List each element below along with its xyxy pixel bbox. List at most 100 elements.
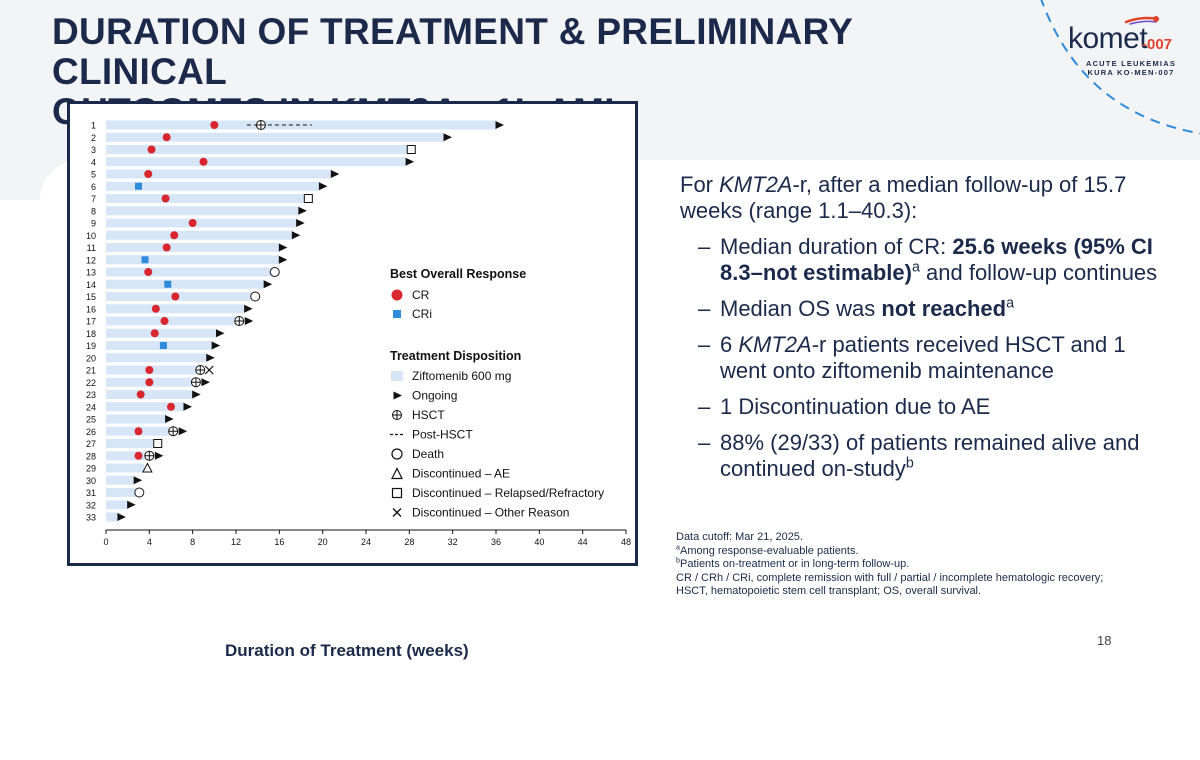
footnote-a: aAmong response-evaluable patients. xyxy=(676,542,859,557)
patient-31-label: 31 xyxy=(86,488,96,498)
patient-31-bar xyxy=(106,488,137,497)
patient-3-relapsed-icon xyxy=(406,145,416,154)
patient-23-label: 23 xyxy=(86,390,96,400)
patient-14-cri-marker xyxy=(164,280,172,288)
patient-23-cr-marker xyxy=(136,390,145,399)
patient-27-bar xyxy=(106,439,155,448)
summary-text: For KMT2A-r, after a median follow-up of… xyxy=(680,172,1160,492)
logo-suffix: -007 xyxy=(1142,36,1173,53)
logo-subtitle-line-2: KURA KO-MEN-007 xyxy=(1087,68,1175,77)
patient-23-bar xyxy=(106,390,193,399)
patient-13-cr-marker xyxy=(144,268,153,276)
patient-31-death-icon xyxy=(134,487,145,498)
summary-item-cr-duration: – Median duration of CR: 25.6 weeks (95% … xyxy=(698,234,1158,285)
patient-28-cr-marker xyxy=(134,451,143,460)
title-line-1: DURATION OF TREATMENT & PRELIMINARY CLIN… xyxy=(52,11,853,92)
patient-10-label: 10 xyxy=(86,231,96,241)
x-tick-label-48: 48 xyxy=(621,537,631,547)
x-tick-label-8: 8 xyxy=(190,537,195,547)
legend-response-title: Best Overall Response xyxy=(390,267,526,281)
patient-11-cr-marker xyxy=(162,243,171,252)
patient-19-cri-marker xyxy=(159,342,167,349)
x-tick-label-24: 24 xyxy=(361,537,371,547)
patient-5-cr-marker xyxy=(144,170,153,178)
patient-12-bar xyxy=(106,255,280,265)
patient-1-label: 1 xyxy=(91,121,96,131)
logo-wordmark: komet xyxy=(1068,22,1148,55)
patient-4-bar xyxy=(106,157,407,167)
patient-4-ongoing-icon xyxy=(405,157,415,166)
comet-swoosh-icon xyxy=(1124,16,1160,25)
patient-33-label: 33 xyxy=(86,513,96,523)
patient-15-cr-marker xyxy=(171,292,180,301)
patient-19-bar xyxy=(106,341,213,350)
patient-17-label: 17 xyxy=(86,317,96,327)
patient-20-ongoing-icon xyxy=(206,353,215,362)
komet-logo: komet -007 ACUTE LEUKEMIAS KURA KO-MEN-0… xyxy=(1068,22,1188,82)
patient-25-ongoing-icon xyxy=(165,415,174,423)
patient-15-label: 15 xyxy=(86,292,96,302)
patient-27-relapsed-icon xyxy=(153,439,163,448)
patient-18-label: 18 xyxy=(86,329,96,339)
patient-25-bar xyxy=(106,414,166,424)
patient-19-label: 19 xyxy=(86,341,96,351)
patient-30-bar xyxy=(106,475,135,485)
footnote-b: bPatients on-treatment or in long-term f… xyxy=(676,556,910,570)
patient-5-label: 5 xyxy=(91,170,96,180)
patient-9-ongoing-icon xyxy=(296,219,305,227)
patient-28-label: 28 xyxy=(86,451,96,461)
summary-item-hsct: –6 KMT2A-r patients received HSCT and 1 … xyxy=(698,332,1126,383)
x-tick-label-44: 44 xyxy=(578,537,588,547)
decorative-dashed-arc xyxy=(1040,0,1200,135)
patient-8-bar xyxy=(106,206,299,216)
patient-7-cr-marker xyxy=(161,194,170,203)
patient-13-death-icon xyxy=(269,267,280,277)
patient-30-ongoing-icon xyxy=(133,476,143,485)
patient-12-label: 12 xyxy=(86,255,96,265)
patient-20-label: 20 xyxy=(86,353,96,363)
patient-6-cri-marker xyxy=(135,182,142,190)
patient-17-ongoing-icon xyxy=(244,317,254,325)
footnote-abbrev-1: CR / CRh / CRi, complete remission with … xyxy=(676,571,1104,584)
patient-18-cr-marker xyxy=(150,329,159,338)
patient-3-label: 3 xyxy=(91,145,96,155)
patient-4-cr-marker xyxy=(199,157,208,166)
patient-32-ongoing-icon xyxy=(127,500,136,509)
patient-26-label: 26 xyxy=(86,427,96,437)
patient-17-cr-marker xyxy=(160,317,169,325)
summary-item-os: – Median OS was not reacheda xyxy=(698,295,1015,321)
summary-item-discontinuation: –1 Discontinuation due to AE xyxy=(698,394,991,419)
patient-25-label: 25 xyxy=(86,415,96,425)
patient-11-label: 11 xyxy=(87,243,96,253)
legend-disc-rr-label: Discontinued – Relapsed/Refractory xyxy=(412,486,604,500)
patient-21-bar xyxy=(106,365,202,375)
patient-19-ongoing-icon xyxy=(211,341,221,350)
legend-ziftomenib-label: Ziftomenib 600 mg xyxy=(412,369,511,383)
patient-12-ongoing-icon xyxy=(278,255,288,264)
footnote-abbrev-2: HSCT, hematopoietic stem cell transplant… xyxy=(676,585,982,597)
intro-paragraph: For KMT2A-r, after a median follow-up of… xyxy=(680,172,1127,223)
patient-14-label: 14 xyxy=(86,280,96,290)
patient-33-bar xyxy=(106,512,118,522)
patient-24-ongoing-icon xyxy=(183,402,192,411)
x-tick-label-36: 36 xyxy=(491,537,501,547)
patient-22-cr-marker xyxy=(145,378,154,387)
footnotes: Data cutoff: Mar 21, 2025. aAmong respon… xyxy=(676,531,1196,599)
patient-22-label: 22 xyxy=(86,378,96,388)
patient-10-bar xyxy=(106,230,293,240)
patient-16-ongoing-icon xyxy=(244,304,253,313)
patient-16-label: 16 xyxy=(86,304,96,314)
patient-13-bar xyxy=(106,267,272,277)
patient-18-ongoing-icon xyxy=(216,329,225,338)
x-tick-label-16: 16 xyxy=(274,537,284,547)
patient-10-cr-marker xyxy=(170,231,179,240)
patient-1-bar xyxy=(106,120,496,130)
patient-9-bar xyxy=(106,218,297,228)
patient-30-label: 30 xyxy=(86,476,96,486)
summary-list: – Median duration of CR: 25.6 weeks (95% … xyxy=(680,234,1160,482)
patient-9-label: 9 xyxy=(91,219,96,229)
patient-21-other-icon-b xyxy=(204,365,214,375)
patient-2-ongoing-icon xyxy=(443,133,452,142)
patient-17-bar xyxy=(106,316,242,326)
x-tick-label-0: 0 xyxy=(103,537,108,547)
